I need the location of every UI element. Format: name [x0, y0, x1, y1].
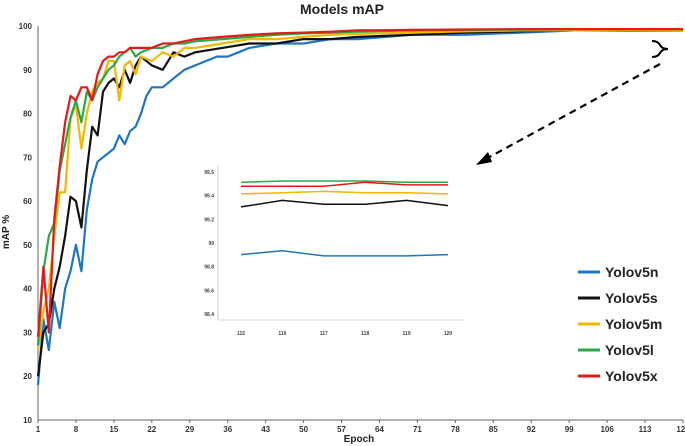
inset-series-line-yolov5m — [240, 190, 449, 195]
inset-x-tick-label: 117 — [320, 331, 328, 337]
series-line-yolov5l — [36, 28, 683, 346]
legend-label-yolov5n: Yolov5n — [605, 264, 658, 280]
x-tick-label: 113 — [639, 425, 652, 434]
inset-x-tick-label: 120 — [444, 331, 453, 337]
x-tick-label: 85 — [489, 425, 498, 434]
y-tick-label: 40 — [23, 285, 32, 294]
x-tick-label: 78 — [451, 425, 460, 434]
inset-series-line-yolov5l — [240, 180, 448, 184]
inset-y-tick-label: 98.4 — [204, 312, 214, 318]
legend-label-yolov5l: Yolov5l — [605, 342, 654, 358]
inset-y-tick-label: 98.8 — [204, 265, 214, 271]
series-line-yolov5m — [36, 28, 683, 351]
zoom-brace — [651, 40, 669, 58]
y-tick-label: 20 — [23, 372, 32, 381]
zoom-annotation — [476, 40, 669, 165]
inset-x-tick-label: 118 — [361, 331, 369, 337]
series-line-yolov5x — [36, 28, 683, 337]
legend-label-yolov5x: Yolov5x — [605, 368, 658, 384]
main-axes: 10 20 30 40 50 60 70 80 90 100 1 8 15 22 29 36 43 50 57 64 7… — [19, 22, 685, 434]
inset-series-line-yolov5x — [241, 181, 448, 187]
y-tick-label: 30 — [23, 328, 32, 337]
x-axis-title: Epoch — [344, 434, 375, 445]
y-tick-label: 90 — [23, 66, 32, 75]
x-tick-label: 50 — [299, 425, 308, 434]
y-tick-label: 70 — [23, 153, 32, 162]
legend-label-yolov5s: Yolov5s — [605, 290, 658, 306]
y-tick-label: 80 — [23, 110, 32, 119]
inset-x-tick-label: 115 — [237, 331, 245, 337]
main-plot-area — [36, 28, 684, 386]
x-tick-label: 36 — [223, 425, 232, 434]
y-tick-label: 50 — [23, 241, 32, 250]
x-tick-label: 71 — [413, 425, 422, 434]
inset-series-line-yolov5s — [240, 199, 449, 208]
x-tick-label: 106 — [600, 425, 614, 434]
inset-y-tick-label: 99.2 — [204, 217, 214, 223]
y-tick-label: 100 — [19, 22, 33, 31]
inset-y-tick-label: 98.6 — [204, 288, 214, 294]
inset-series-line-yolov5n — [240, 249, 449, 257]
inset-y-tick-label: 99 — [208, 241, 214, 247]
x-tick-label: 8 — [74, 425, 79, 434]
x-tick-label: 64 — [375, 425, 384, 434]
x-tick-label: 22 — [147, 425, 156, 434]
chart-title: Models mAP — [300, 1, 384, 17]
y-tick-label: 60 — [23, 197, 32, 206]
inset-y-tick-label: 99.4 — [204, 194, 214, 200]
zoom-arrow-line — [483, 63, 661, 161]
x-tick-label: 43 — [261, 425, 270, 434]
x-tick-label: 29 — [185, 425, 194, 434]
series-line-yolov5s — [36, 28, 684, 377]
inset-y-tick-label: 99.5 — [204, 170, 214, 176]
y-axis-title: mAP % — [1, 215, 12, 249]
x-tick-label: 15 — [109, 425, 118, 434]
y-tick-label: 10 — [23, 416, 32, 425]
x-tick-label: 57 — [337, 425, 346, 434]
x-tick-label: 1 — [36, 425, 41, 434]
inset-x-tick-label: 119 — [403, 331, 411, 337]
legend-label-yolov5m: Yolov5m — [605, 316, 662, 332]
inset-x-tick-label: 116 — [278, 331, 286, 337]
x-tick-label: 99 — [565, 425, 574, 434]
x-tick-label: 120 — [676, 425, 685, 434]
x-tick-label: 92 — [527, 425, 536, 434]
legend: Yolov5n Yolov5s Yolov5m Yolov5l Yolov5x — [578, 264, 662, 384]
inset-zoom-chart: 99.5 99.4 99.2 99 98.8 98.6 98.4 115 116 117 118 11… — [204, 166, 463, 337]
zoom-arrow-head — [476, 152, 492, 165]
